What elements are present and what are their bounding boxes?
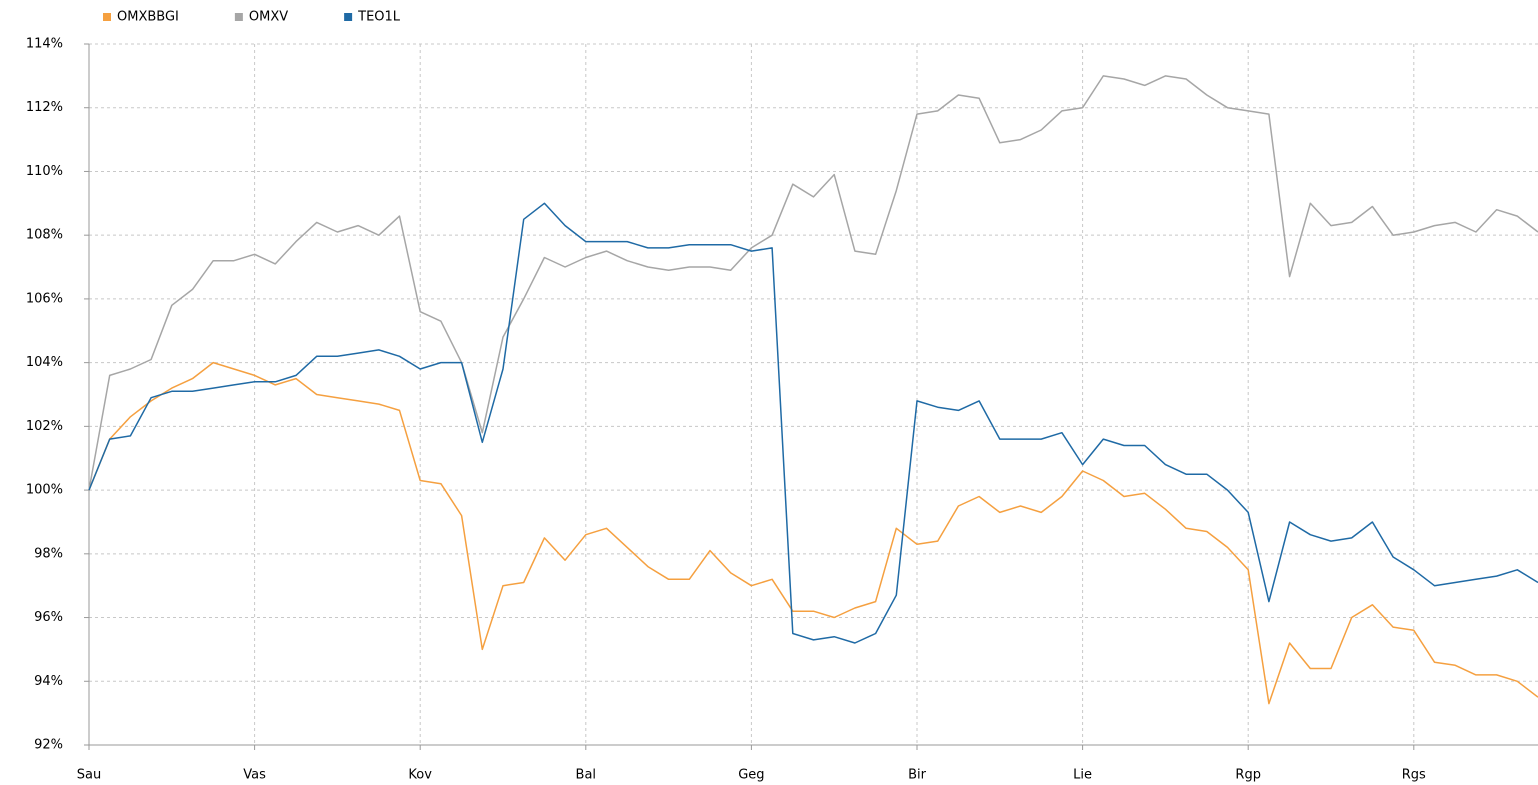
y-tick-label: 100%	[26, 483, 63, 498]
y-tick-label: 106%	[26, 291, 63, 306]
x-tick-label: Vas	[243, 768, 266, 783]
series-line	[88, 361, 1538, 705]
legend-label: TEO1L	[357, 10, 401, 25]
y-tick-label: 104%	[26, 355, 63, 370]
x-tick-label: Rgs	[1402, 768, 1426, 783]
legend-swatch	[103, 13, 111, 21]
y-tick-label: 112%	[26, 100, 63, 115]
x-tick-label: Bal	[576, 768, 597, 783]
y-tick-label: 108%	[26, 228, 63, 243]
x-tick-label: Lie	[1073, 768, 1092, 783]
y-tick-label: 110%	[26, 164, 63, 179]
y-tick-label: 102%	[26, 419, 63, 434]
x-tick-label: Kov	[408, 768, 432, 783]
x-tick-label: Geg	[738, 768, 764, 783]
series-line	[88, 75, 1538, 491]
y-tick-label: 96%	[34, 610, 63, 625]
y-tick-label: 92%	[34, 738, 63, 753]
x-tick-label: Rgp	[1235, 768, 1261, 783]
y-tick-label: 98%	[34, 546, 63, 561]
legend-label: OMXV	[249, 10, 288, 25]
y-tick-label: 94%	[34, 674, 63, 689]
x-tick-label: Sau	[77, 768, 101, 783]
legend-swatch	[234, 13, 243, 21]
y-tick-label: 114%	[26, 37, 63, 52]
legend-label: OMXBBGI	[117, 10, 179, 25]
series-line	[88, 202, 1538, 644]
legend-swatch	[344, 13, 353, 21]
x-tick-label: Bir	[908, 768, 927, 783]
